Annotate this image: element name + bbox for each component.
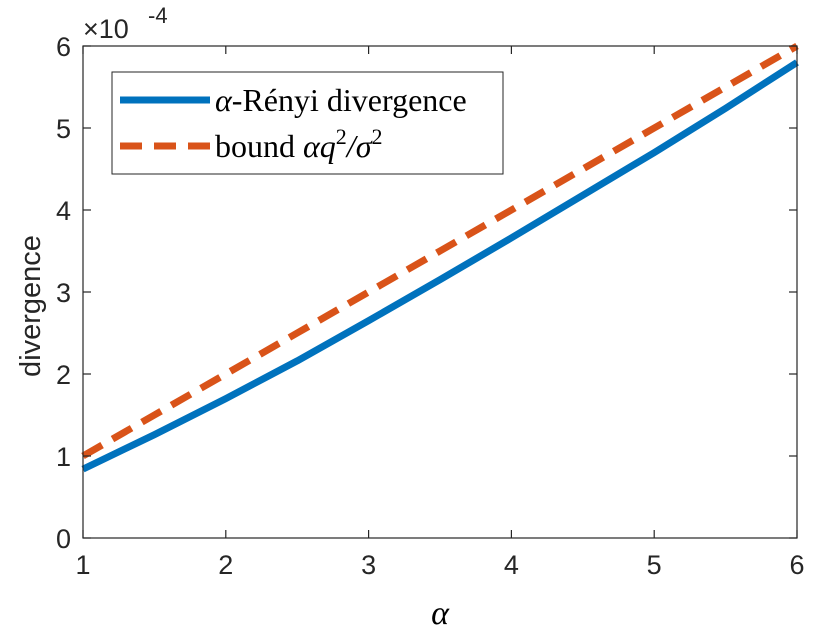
y-tick-label: 6 [56,32,71,62]
x-axis-label: α [431,595,450,632]
y-tick-label: 0 [56,524,71,554]
series-line-renyi-divergence [81,59,799,473]
x-tick-label: 2 [218,550,233,580]
legend-label-bound: bound αq2/σ2 [215,124,382,164]
legend-box [111,71,504,175]
y-tick-label: 4 [56,196,71,226]
y-tick-label: 5 [56,114,71,144]
legend: α-Rényi divergence bound αq2/σ2 [111,71,504,175]
x-tick-label: 1 [75,550,90,580]
series-line-bound [81,42,799,460]
legend-label-renyi: α-Rényi divergence [215,82,467,118]
axes [82,45,798,539]
x-tick-label: 5 [647,550,662,580]
x-tick-label: 4 [504,550,519,580]
y-tick-label: 1 [56,442,71,472]
series-layer [81,42,799,473]
legend-renyi-alpha: α [215,82,233,118]
y-tick-label: 3 [56,278,71,308]
y-axis-label: divergence [15,235,47,377]
x-tick-label: 6 [789,550,804,580]
legend-bound-sup1: 2 [336,124,347,149]
y-tick-label: 2 [56,360,71,390]
legend-bound-prefix: bound [215,128,303,164]
legend-bound-alpha-q: αq [303,128,336,164]
legend-renyi-suffix: -Rényi divergence [232,82,467,118]
legend-bound-sigma: /σ [345,128,373,164]
legend-bound-sup2: 2 [371,124,382,149]
y-exponent-base: ×10 [83,14,129,44]
y-exponent-power: -4 [148,3,168,28]
x-tick-label: 3 [361,550,376,580]
